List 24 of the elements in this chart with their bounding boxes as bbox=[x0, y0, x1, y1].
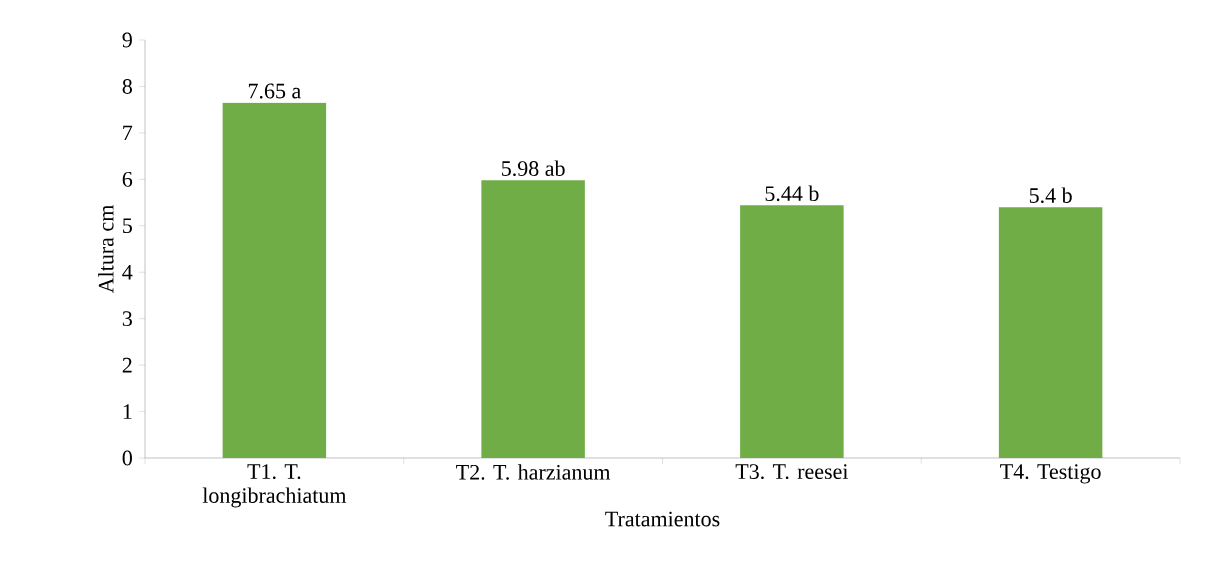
x-tick-label: T2. T. harzianum bbox=[456, 464, 611, 480]
y-tick-label: 4 bbox=[122, 264, 133, 280]
x-tick-label: T4. Testigo bbox=[1000, 464, 1101, 484]
y-tick-label: 7 bbox=[123, 125, 133, 141]
bar bbox=[740, 205, 844, 458]
x-axis-title: Tratamientos bbox=[605, 511, 720, 527]
data-label: 5.98 ab bbox=[502, 160, 565, 177]
y-tick-label: 9 bbox=[122, 32, 132, 48]
data-label: 5.44 b bbox=[765, 185, 819, 202]
y-tick-label: 0 bbox=[122, 450, 132, 466]
x-tick-label: T3. T. reesei bbox=[735, 464, 849, 480]
y-axis-title: Altura cm bbox=[98, 205, 114, 294]
y-tick-label: 5 bbox=[123, 218, 132, 234]
x-tick-label: T1. T. longibrachiatum bbox=[202, 464, 347, 508]
y-tick-label: 8 bbox=[122, 79, 132, 94]
data-label: 7.65 a bbox=[248, 83, 301, 99]
y-tick-label: 1 bbox=[123, 404, 132, 419]
bar bbox=[481, 180, 585, 458]
y-tick-label: 6 bbox=[122, 171, 133, 187]
y-tick-label: 3 bbox=[122, 311, 132, 327]
bar bbox=[222, 102, 327, 458]
y-tick-label: 2 bbox=[122, 357, 132, 373]
bar bbox=[998, 207, 1103, 458]
data-label: 5.4 b bbox=[1029, 187, 1072, 204]
